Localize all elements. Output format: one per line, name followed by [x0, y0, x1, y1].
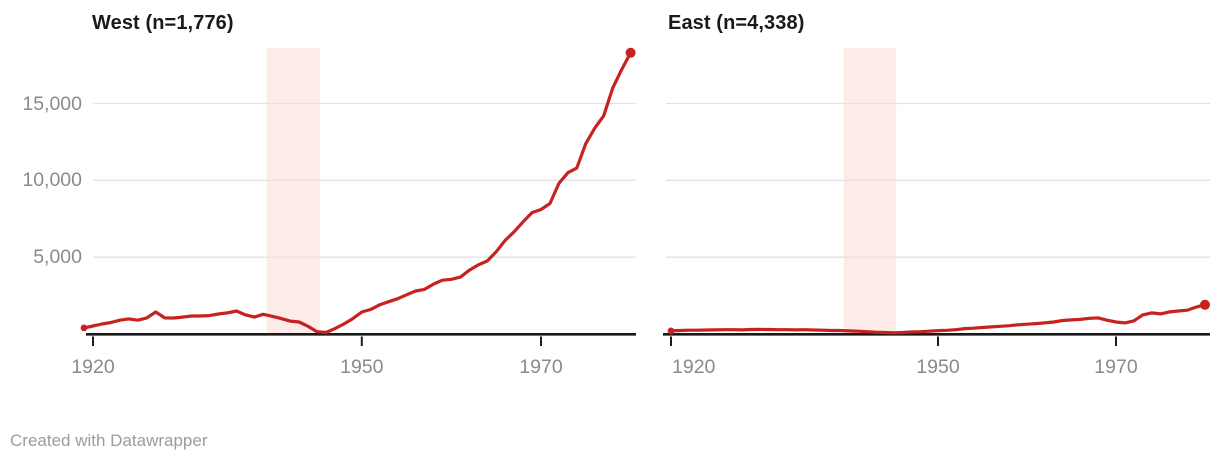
x-tick-label: 1920	[672, 356, 716, 378]
chart-title-east: East (n=4,338)	[668, 12, 805, 34]
highlight-band	[843, 48, 897, 334]
x-tick-label: 1970	[1094, 356, 1138, 378]
x-tick-label: 1950	[340, 356, 384, 378]
series-line	[82, 51, 633, 335]
y-tick-label: 15,000	[22, 92, 82, 115]
highlight-band	[266, 48, 320, 334]
x-tick-label: 1970	[519, 356, 563, 378]
series-end-dot	[1200, 299, 1210, 310]
x-tick-label: 1950	[916, 356, 960, 378]
series-start-dot	[80, 324, 88, 332]
attribution-text: Created with Datawrapper	[10, 431, 208, 450]
plots-canvas	[80, 47, 1210, 346]
series-start-dot	[667, 327, 675, 335]
series-end-dot	[625, 47, 636, 58]
series-line	[669, 303, 1207, 335]
y-tick-label: 5,000	[33, 246, 82, 269]
x-tick-label: 1920	[71, 356, 115, 378]
chart-title-west: West (n=1,776)	[92, 12, 234, 34]
y-tick-label: 10,000	[22, 169, 82, 192]
